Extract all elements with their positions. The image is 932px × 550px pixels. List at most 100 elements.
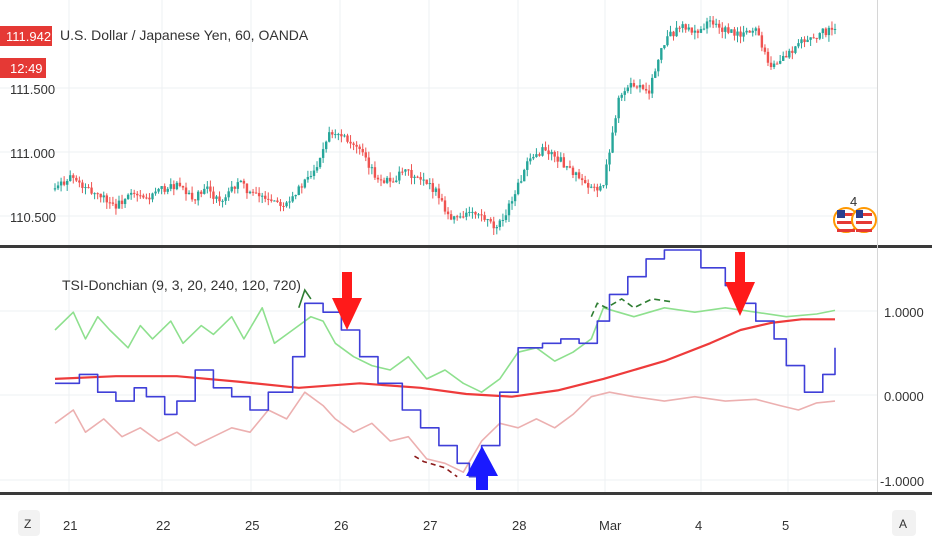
candle-body — [611, 132, 614, 153]
candle-body — [748, 30, 751, 33]
candle-body — [294, 194, 297, 197]
candle-body — [626, 87, 630, 92]
auto-scale-button[interactable]: A — [892, 510, 916, 536]
candle-body — [532, 156, 535, 159]
candle-body — [139, 195, 142, 197]
zoom-button-bg[interactable] — [18, 510, 40, 536]
candle-body — [193, 199, 197, 201]
candle-body — [788, 50, 791, 58]
auto-scale-zoom-button[interactable]: Z — [18, 510, 40, 536]
last-price-badge: 111.942 — [0, 26, 52, 46]
panel-divider[interactable] — [0, 245, 932, 248]
candle-body — [81, 182, 84, 188]
candle-body — [392, 181, 395, 183]
candle-body — [126, 194, 130, 200]
price-panel-title: U.S. Dollar / Japanese Yen, 60, OANDA — [60, 27, 309, 43]
candle-body — [669, 31, 672, 37]
candle-body — [102, 195, 105, 198]
auto-button-label: A — [899, 517, 907, 531]
auto-button-bg[interactable] — [892, 510, 916, 536]
candle-body — [352, 143, 355, 145]
candle-body — [541, 147, 544, 156]
candle-body — [775, 63, 779, 65]
candle-body — [120, 200, 124, 205]
candle-body — [718, 23, 721, 28]
event-badge[interactable]: 4 — [833, 194, 877, 233]
candle-body — [203, 188, 206, 194]
candle-body — [303, 179, 307, 188]
buy-arrow-head — [466, 446, 498, 476]
candle-body — [483, 215, 486, 220]
candle-body — [349, 141, 352, 144]
candle-body — [736, 31, 739, 36]
us-flag-icon[interactable] — [851, 207, 877, 233]
price-y-tick: 111.000 — [10, 146, 55, 161]
candle-body — [727, 27, 730, 33]
candle-body — [562, 157, 566, 168]
price-grid — [0, 0, 877, 245]
candle-body — [151, 193, 154, 200]
candle-body — [93, 193, 96, 195]
candle-body — [797, 43, 800, 47]
countdown-value: 12:49 — [10, 61, 43, 76]
candle-body — [660, 48, 663, 60]
candle-body — [529, 158, 532, 162]
candle-body — [647, 90, 651, 94]
candle-body — [465, 212, 468, 217]
candle-body — [565, 166, 569, 168]
candle-body — [404, 169, 407, 172]
candle-body — [69, 175, 72, 181]
last-price-badge-bg — [0, 26, 52, 46]
candle-body — [516, 182, 520, 195]
candle-body — [778, 60, 782, 64]
candle-body — [785, 55, 788, 58]
candle-body — [163, 186, 166, 192]
candle-body — [782, 55, 785, 61]
candle-body — [190, 192, 194, 200]
price-y-tick: 110.500 — [10, 210, 56, 225]
candle-body — [620, 94, 623, 98]
candle-body — [395, 180, 398, 182]
candle-body — [462, 216, 465, 218]
candle-body — [641, 85, 645, 89]
candle-body — [678, 27, 681, 29]
candle-body — [315, 167, 319, 171]
candle-body — [419, 176, 422, 180]
candle-body — [830, 27, 834, 30]
candle-body — [215, 196, 218, 199]
candle-body — [501, 219, 505, 221]
candle-body — [583, 180, 587, 184]
candle-body — [285, 202, 288, 207]
candle-body — [87, 187, 90, 189]
candle-body — [367, 157, 371, 168]
candle-body — [593, 186, 596, 188]
price-y-tick: 111.500 — [10, 82, 55, 97]
candle-body — [425, 179, 428, 184]
candle-body — [206, 186, 209, 189]
candle-body — [800, 39, 803, 44]
candle-body — [763, 47, 767, 52]
buy-arrow-shaft — [476, 474, 488, 490]
candle-body — [526, 161, 529, 170]
candle-body — [318, 157, 322, 168]
candle-body — [90, 187, 93, 194]
candle-body — [178, 182, 182, 186]
sell-arrow-head — [725, 282, 755, 316]
flag-canton — [837, 210, 845, 218]
candle-body — [809, 37, 812, 40]
candle-body — [358, 146, 361, 149]
candle-body — [791, 50, 794, 53]
time-axis-label: 22 — [156, 518, 170, 533]
candle-body — [587, 183, 590, 188]
candle-body — [267, 198, 270, 200]
time-axis-label: 4 — [695, 518, 702, 533]
time-axis-label: 25 — [245, 518, 259, 533]
candle-body — [693, 30, 697, 33]
candle-body — [175, 182, 179, 190]
indicator-series-line — [55, 249, 836, 478]
flag-canton — [856, 210, 863, 218]
accent-dash-red — [414, 455, 458, 478]
candle-body — [535, 154, 538, 157]
candle-body — [200, 191, 203, 194]
indicator-series-line — [54, 307, 836, 393]
